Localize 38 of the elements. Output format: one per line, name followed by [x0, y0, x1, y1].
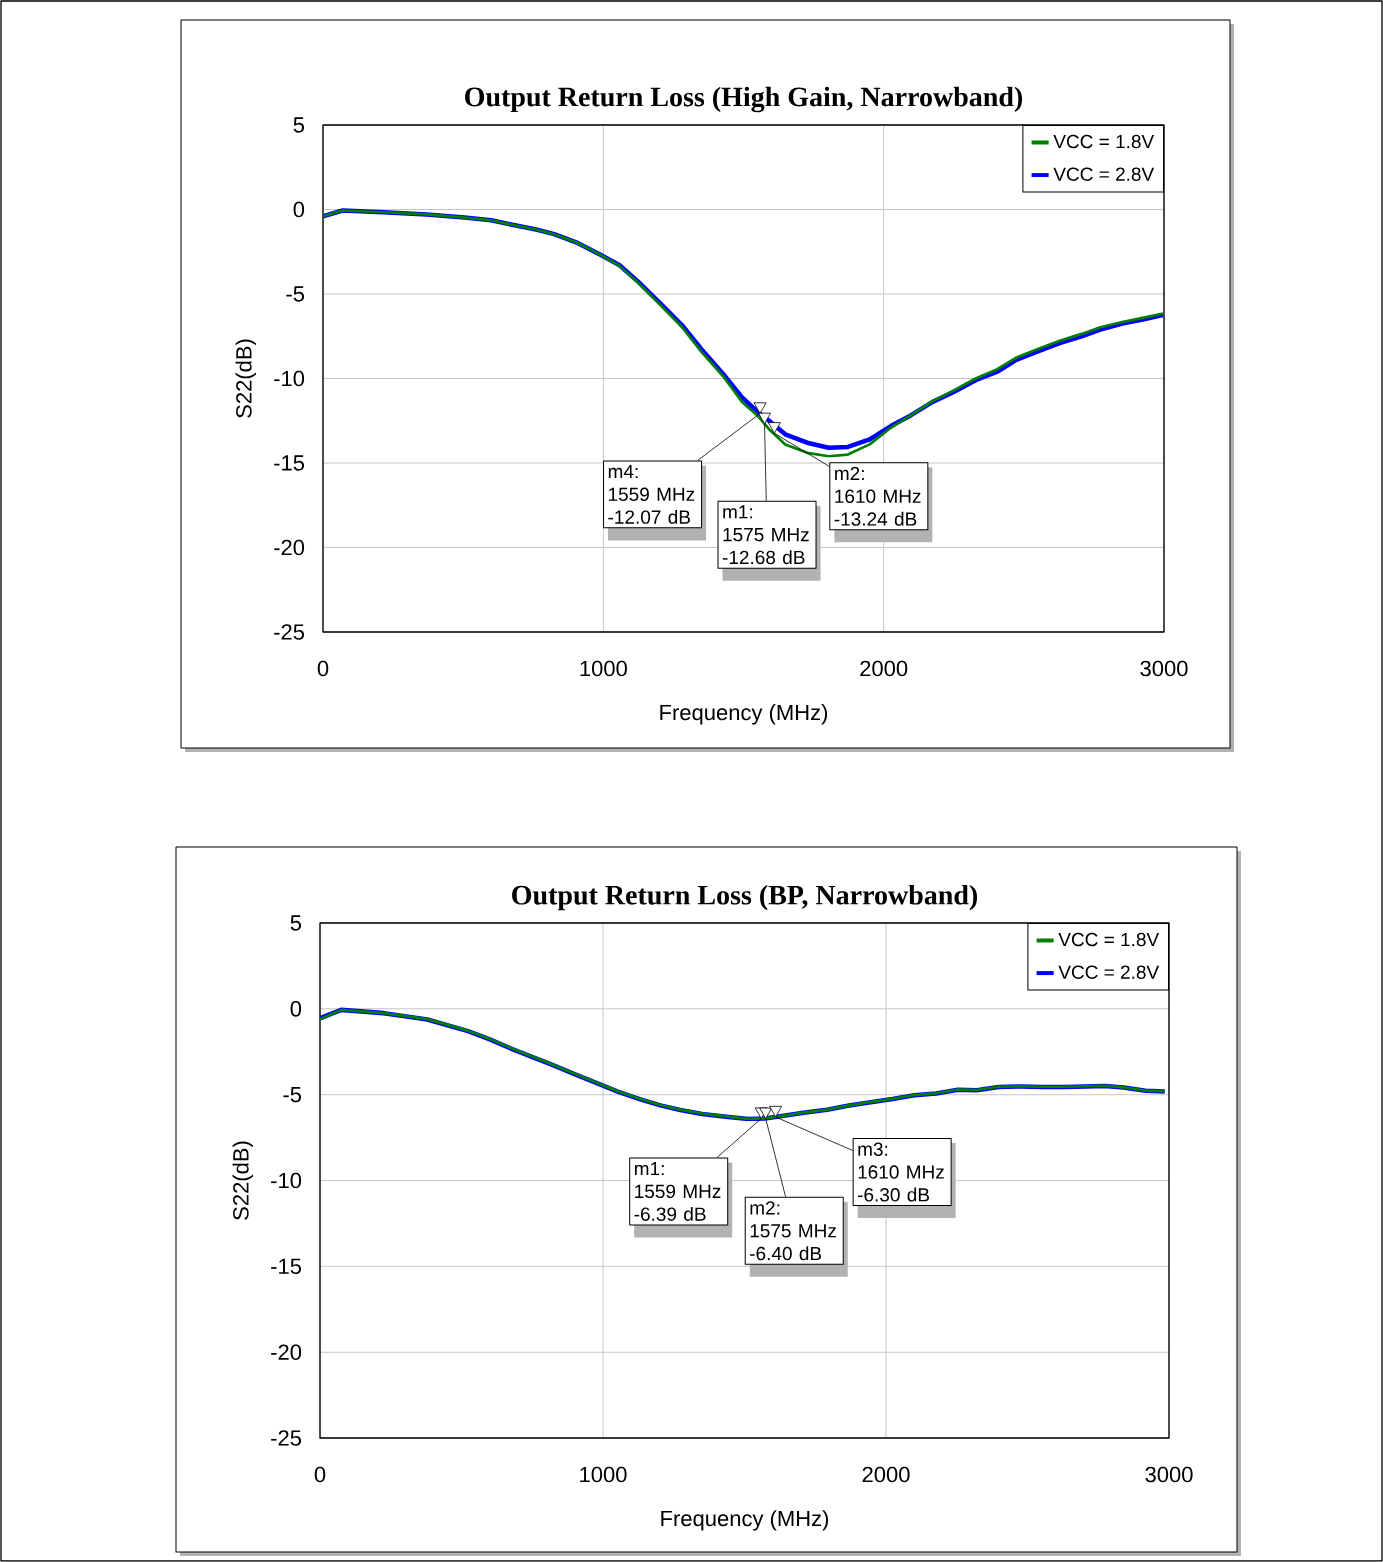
y-tick-label: -10	[271, 1172, 302, 1189]
annotation: m4: 1559 MHz -12.07 dB	[608, 464, 695, 524]
y-tick-label: 0	[293, 201, 305, 218]
x-tick-label: 3000	[1140, 660, 1188, 677]
y-axis-title: S22(dB)	[232, 1141, 254, 1220]
annotation: m1: 1575 MHz -12.68 dB	[722, 505, 809, 565]
y-tick-label: 5	[293, 117, 305, 133]
x-tick-label: 2000	[860, 660, 908, 677]
y-tick-label: -5	[283, 1087, 302, 1103]
x-axis-title: Frequency (MHz)	[661, 1510, 829, 1531]
y-tick-label: -10	[274, 370, 305, 387]
y-tick-label: -20	[274, 539, 305, 556]
y-tick-label: -25	[274, 624, 305, 640]
x-tick-label: 1000	[580, 660, 627, 677]
y-tick-label: 5	[290, 915, 302, 931]
legend-label: VCC = 2.8V	[1053, 167, 1155, 181]
y-tick-label: -15	[271, 1258, 302, 1275]
annotation: m1: 1559 MHz -6.39 dB	[634, 1162, 721, 1221]
annotation: m2: 1610 MHz -13.24 dB	[834, 466, 921, 526]
legend-label: VCC = 1.8V	[1053, 134, 1155, 149]
annotation: m2: 1575 MHz -6.40 dB	[750, 1201, 836, 1261]
x-tick-label: 0	[317, 660, 329, 677]
chart-title: Output Return Loss (BP, Narrowband)	[512, 884, 978, 911]
y-tick-label: 0	[290, 1001, 302, 1017]
y-tick-label: -25	[271, 1430, 302, 1446]
y-tick-label: -5	[286, 286, 305, 302]
x-tick-label: 0	[314, 1466, 326, 1483]
x-tick-label: 2000	[862, 1466, 910, 1483]
annotation: m3: 1610 MHz -6.30 dB	[857, 1142, 944, 1202]
x-tick-label: 1000	[580, 1466, 627, 1483]
y-tick-label: -15	[274, 455, 305, 471]
y-axis-title: S22(dB)	[235, 339, 257, 418]
legend-label: VCC = 1.8V	[1058, 932, 1160, 947]
y-tick-label: -20	[271, 1344, 302, 1360]
x-tick-label: 3000	[1145, 1466, 1193, 1483]
legend-label: VCC = 2.8V	[1058, 965, 1160, 979]
chart-title: Output Return Loss (High Gain, Narrowband)	[465, 86, 1023, 113]
x-axis-title: Frequency (MHz)	[660, 704, 828, 725]
